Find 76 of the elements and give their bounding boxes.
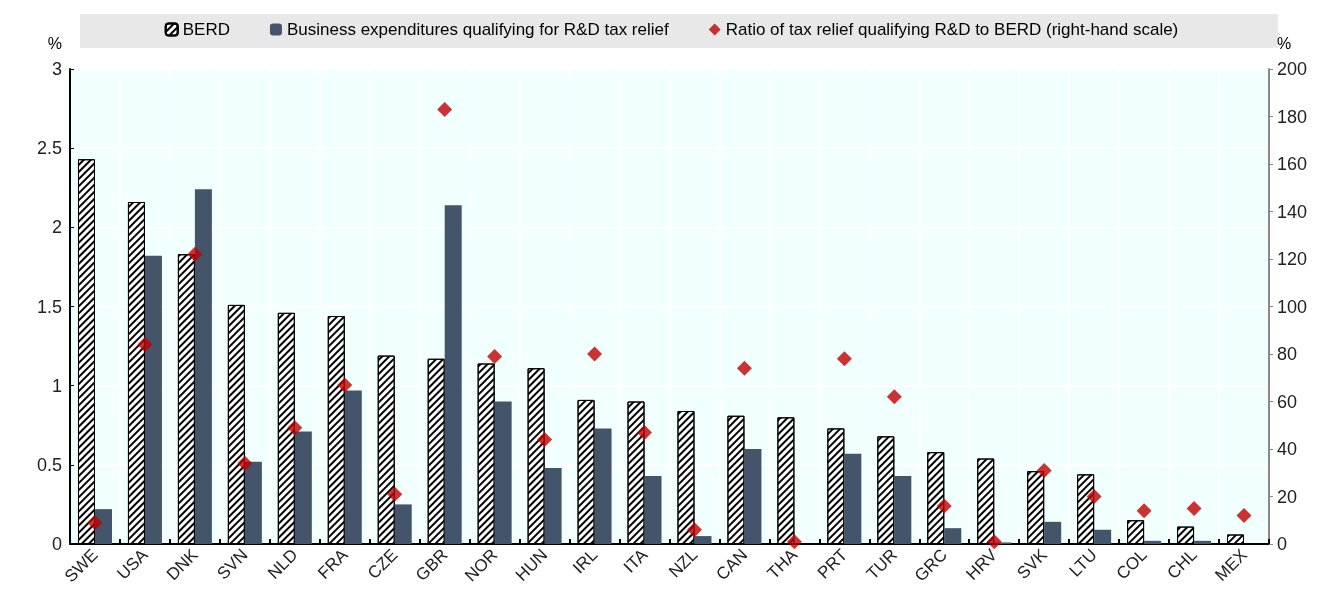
- y-tick-label: 0.5: [36, 454, 62, 475]
- point: [1236, 508, 1252, 523]
- bar: [194, 189, 212, 544]
- y2-tick-label: 20: [1277, 486, 1298, 507]
- bar: [1044, 521, 1062, 544]
- x-tick-label: THA: [763, 544, 802, 583]
- y2-tick-label: 80: [1277, 344, 1298, 364]
- legend-label: BERD: [182, 20, 230, 39]
- y2-tick-label: 100: [1277, 296, 1308, 317]
- point: [587, 346, 603, 362]
- x-tick-label: ITA: [620, 544, 652, 577]
- point: [487, 348, 503, 364]
- bar: [144, 255, 162, 544]
- bar: [294, 431, 312, 544]
- point: [437, 101, 453, 117]
- bar: [444, 205, 462, 544]
- point: [387, 486, 403, 502]
- point: [1136, 503, 1152, 519]
- bar: [644, 475, 662, 544]
- bar: [694, 536, 712, 544]
- point: [137, 337, 153, 352]
- y2-tick-label: 120: [1277, 249, 1308, 269]
- x-tick-label: COL: [1112, 545, 1151, 584]
- bar: [94, 509, 112, 544]
- y2-tick-label: 0: [1277, 534, 1288, 554]
- bar: [894, 475, 912, 544]
- point: [237, 455, 253, 471]
- y2-tick-label: 60: [1277, 391, 1298, 412]
- bar: [344, 390, 362, 544]
- point: [686, 522, 702, 538]
- y2-tick-label: 140: [1277, 201, 1308, 222]
- y-tick-label: 2: [51, 217, 62, 238]
- point: [736, 360, 752, 376]
- y2-axis-title: %: [1277, 34, 1292, 52]
- y-axis-title: %: [47, 34, 62, 52]
- point: [287, 420, 303, 436]
- y2-tick-label: 40: [1277, 439, 1298, 459]
- x-tick-label: CHL: [1163, 545, 1201, 583]
- bar: [944, 528, 962, 544]
- point: [1036, 462, 1052, 478]
- x-tick-label: NZL: [665, 545, 702, 582]
- point: [786, 534, 802, 550]
- bar: [844, 453, 862, 544]
- point: [886, 389, 902, 405]
- legend-label: Business expenditures qualifying for R&D tax relief: [286, 20, 669, 39]
- bar: [1194, 540, 1212, 544]
- bar: [244, 461, 262, 544]
- point: [537, 432, 553, 447]
- point: [936, 498, 952, 514]
- y2-tick-label: 160: [1277, 154, 1308, 174]
- y-tick-label: 3: [51, 59, 62, 79]
- bar: [1094, 529, 1112, 544]
- point: [1086, 489, 1102, 504]
- bar: [544, 468, 562, 544]
- y2-tick-label: 200: [1277, 59, 1308, 79]
- y2-tick-label: 180: [1277, 106, 1308, 127]
- point: [637, 424, 653, 440]
- bar: [594, 428, 612, 544]
- x-tick-label: IRL: [569, 545, 602, 578]
- y-tick-label: 1.5: [36, 296, 62, 317]
- legend-label: Ratio of tax relief qualifying R&D to BERD (right-hand scale): [725, 20, 1179, 39]
- y-tick-label: 0: [51, 534, 62, 554]
- point: [836, 351, 852, 367]
- bar: [744, 449, 762, 544]
- bar: [494, 401, 512, 544]
- point: [1186, 500, 1202, 516]
- x-tick-label: USA: [113, 544, 153, 584]
- point: [986, 534, 1002, 550]
- point: [187, 246, 203, 262]
- point: [337, 377, 353, 393]
- y-tick-label: 1: [51, 375, 62, 396]
- point: [87, 515, 103, 531]
- bar: [394, 504, 412, 544]
- x-tick-label: FRA: [314, 544, 352, 583]
- bar: [1144, 540, 1162, 544]
- y-tick-label: 2.5: [36, 138, 62, 159]
